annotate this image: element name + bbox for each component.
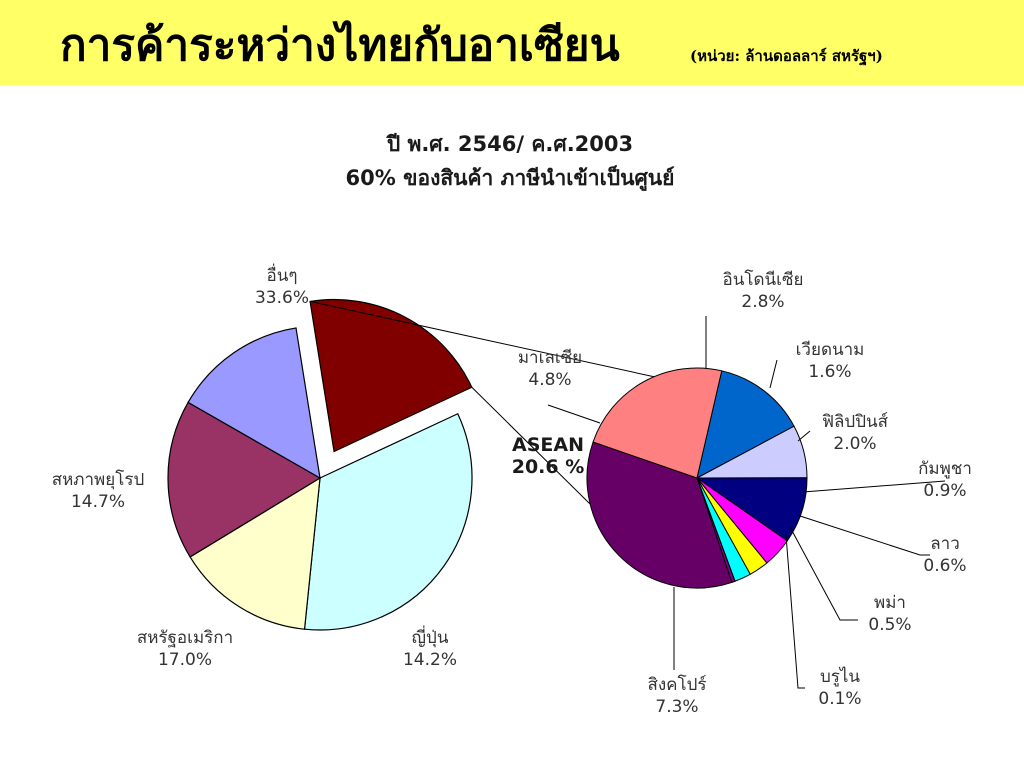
leader-line bbox=[802, 480, 946, 493]
asean-breakdown-pie bbox=[586, 367, 808, 589]
asean-slice-7-label: สิงคโปร์ bbox=[647, 674, 706, 695]
asean-pie-slice bbox=[586, 441, 733, 589]
main-pie-chart bbox=[167, 298, 473, 631]
chart-subtitle: 60% ของสินค้า ภาษีนำเข้าเป็นศูนย์ bbox=[345, 166, 675, 190]
connector-line-top bbox=[309, 300, 655, 378]
main-slice-2-label: สหรัฐอเมริกา bbox=[137, 628, 233, 648]
asean-pie-slice bbox=[696, 370, 795, 479]
asean-slice-0-value: 2.8% bbox=[741, 292, 784, 312]
asean-slice-4-value: 0.6% bbox=[923, 556, 966, 576]
slide-subtitle: (หน่วย: ล้านดอลลาร์ สหรัฐฯ) bbox=[690, 47, 883, 65]
leader-line bbox=[769, 359, 778, 389]
label-leader-lines bbox=[547, 316, 946, 689]
main-slice-3-value: 14.2% bbox=[403, 650, 457, 670]
main-pie-slice bbox=[189, 476, 321, 630]
main-slice-4-value: 20.6 % bbox=[512, 456, 585, 478]
asean-slice-3-label: กัมพูชา bbox=[918, 459, 972, 479]
main-pie-slice bbox=[303, 412, 473, 631]
asean-slice-2-value: 2.0% bbox=[833, 434, 876, 454]
asean-slice-5-label: พม่า bbox=[874, 593, 906, 613]
asean-slice-2-label: ฟิลิปปินส์ bbox=[822, 412, 889, 432]
asean-slice-1-label: เวียดนาม bbox=[796, 340, 865, 360]
leader-line bbox=[547, 404, 601, 424]
leader-line bbox=[789, 526, 858, 621]
main-pie-slice bbox=[167, 401, 322, 558]
main-slice-0-value: 33.6% bbox=[255, 288, 309, 308]
main-slice-4-label: ASEAN bbox=[512, 434, 584, 456]
asean-slice-6-value: 0.1% bbox=[818, 689, 861, 709]
leader-line bbox=[797, 430, 811, 442]
title-band bbox=[0, 0, 1024, 85]
asean-slice-5-value: 0.5% bbox=[868, 615, 911, 635]
main-slice-0-label: อื่นๆ bbox=[267, 263, 298, 286]
asean-slice-8-label: มาเลเซีย bbox=[518, 348, 582, 368]
main-slice-1-value: 14.7% bbox=[71, 492, 125, 512]
leader-line bbox=[796, 514, 930, 556]
main-pie-slice bbox=[309, 298, 473, 453]
asean-slice-7-value: 7.3% bbox=[655, 697, 698, 717]
asean-slice-3-value: 0.9% bbox=[923, 481, 966, 501]
asean-slice-0-label: อินโดนีเซีย bbox=[723, 269, 804, 290]
asean-slice-4-label: ลาว bbox=[930, 534, 960, 554]
main-slice-3-label: ญี่ปุ่น bbox=[412, 625, 449, 648]
chart-title: ปี พ.ศ. 2546/ ค.ศ.2003 bbox=[386, 132, 634, 156]
main-pie-slice bbox=[187, 327, 321, 480]
leader-line bbox=[785, 534, 805, 689]
slide-title: การค้าระหว่างไทยกับอาเซียน bbox=[60, 20, 620, 71]
main-slice-2-value: 17.0% bbox=[158, 650, 212, 670]
asean-slice-6-label: บรูไน bbox=[820, 666, 860, 687]
asean-slice-1-value: 1.6% bbox=[808, 362, 851, 382]
main-slice-1-label: สหภาพยุโรป bbox=[52, 469, 145, 490]
asean-pie-slice bbox=[592, 367, 723, 479]
asean-slice-8-value: 4.8% bbox=[528, 370, 571, 390]
